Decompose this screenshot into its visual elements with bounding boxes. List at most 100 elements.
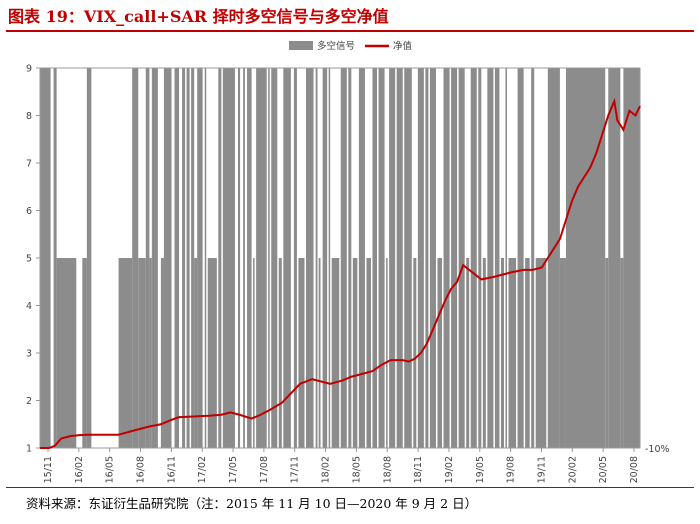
signal-bar xyxy=(417,68,424,448)
x-tick-label: 17/05 xyxy=(228,456,239,483)
signal-bar xyxy=(429,68,436,448)
signal-bar xyxy=(253,258,255,448)
right-axis-label: -10% xyxy=(645,444,670,455)
x-tick-label: 17/02 xyxy=(197,456,208,483)
signal-bar xyxy=(404,68,412,448)
signal-bar xyxy=(40,68,51,448)
signal-bar xyxy=(256,68,267,448)
signal-bar xyxy=(372,68,378,448)
x-tick-label: 17/11 xyxy=(290,456,301,483)
legend-signal-swatch xyxy=(289,41,313,50)
signal-bar xyxy=(443,68,450,448)
signal-bar xyxy=(559,258,566,448)
x-tick-label: 15/11 xyxy=(43,456,54,483)
signal-bar xyxy=(358,68,365,448)
signal-bar xyxy=(207,258,217,448)
source-divider xyxy=(6,487,694,488)
signal-bar xyxy=(243,68,245,448)
signal-bar xyxy=(186,68,190,448)
signal-bar xyxy=(389,68,396,448)
signal-bar xyxy=(174,68,180,448)
signal-bar xyxy=(86,68,92,448)
signal-bar xyxy=(118,258,133,448)
signal-bar xyxy=(525,258,530,448)
nav-line xyxy=(40,97,641,449)
signal-bar xyxy=(318,258,321,448)
x-tick-label: 16/11 xyxy=(166,456,177,483)
x-tick-label: 18/02 xyxy=(321,456,332,483)
signal-bar xyxy=(151,68,158,448)
signal-bar xyxy=(482,258,486,448)
source-note: 资料来源：东证衍生品研究院（注：2015 年 11 月 10 日—2020 年 … xyxy=(26,496,478,511)
signal-bar xyxy=(82,258,87,448)
x-tick-label: 18/11 xyxy=(413,456,424,483)
signal-bar xyxy=(218,68,222,448)
signal-bar xyxy=(163,68,172,448)
signal-bar xyxy=(366,258,371,448)
signal-bar xyxy=(535,258,547,448)
x-tick-label: 20/08 xyxy=(629,456,640,483)
signal-bar xyxy=(53,68,57,448)
x-tick-label: 19/11 xyxy=(536,456,547,483)
signal-bar xyxy=(500,258,504,448)
signal-bar xyxy=(268,68,270,448)
signal-bar xyxy=(620,258,624,448)
signal-bar xyxy=(331,258,340,448)
signal-bar xyxy=(487,68,494,448)
y-tick-label: 7 xyxy=(26,159,32,170)
signal-bar xyxy=(182,68,186,448)
signal-bar xyxy=(191,68,195,448)
signal-bar xyxy=(271,68,278,448)
x-tick-label: 20/02 xyxy=(567,456,578,483)
signal-bar xyxy=(293,68,297,448)
signal-bar xyxy=(494,68,500,448)
x-tick-label: 19/05 xyxy=(475,456,486,483)
x-tick-label: 18/05 xyxy=(351,456,362,483)
signal-bar xyxy=(425,68,429,448)
signal-bar xyxy=(505,68,507,448)
signal-bar xyxy=(222,68,235,448)
signal-bar xyxy=(298,258,305,448)
y-tick-label: 5 xyxy=(26,254,32,265)
x-tick-label: 19/08 xyxy=(506,456,517,483)
signal-bar xyxy=(466,258,470,448)
legend-nav-label: 净值 xyxy=(393,40,413,52)
x-tick-label: 19/02 xyxy=(444,456,455,483)
signal-bar xyxy=(458,68,465,448)
x-tick-label: 20/05 xyxy=(598,456,609,483)
signal-bar xyxy=(451,68,458,448)
signal-bar xyxy=(352,258,358,448)
signal-bar xyxy=(132,68,139,448)
y-tick-label: 1 xyxy=(26,444,32,455)
signal-bar xyxy=(315,68,318,448)
axis-layer: 1 2 3 4 5 6 7 8 9 15/11 16/02 16/05 16/08 16/11 17/02 1… xyxy=(26,64,640,484)
signal-bar xyxy=(237,68,241,448)
y-tick-label: 4 xyxy=(26,301,32,312)
page-title: 图表 19：VIX_call+SAR 择时多空信号与多空净值 xyxy=(8,7,389,26)
signal-bar xyxy=(517,68,524,448)
signal-bar xyxy=(247,68,252,448)
signal-bar xyxy=(305,68,314,448)
signal-bar xyxy=(605,258,609,448)
signal-bar xyxy=(149,258,152,448)
signal-bar xyxy=(547,68,560,448)
signal-bars-layer xyxy=(40,68,640,448)
y-tick-label: 9 xyxy=(26,64,32,75)
y-tick-label: 3 xyxy=(26,349,32,360)
signal-bar xyxy=(204,68,207,448)
x-tick-label: 16/08 xyxy=(136,456,147,483)
x-tick-label: 18/08 xyxy=(382,456,393,483)
y-tick-label: 6 xyxy=(26,206,32,217)
signal-bar xyxy=(322,68,328,448)
y-tick-label: 8 xyxy=(26,111,32,122)
title-divider xyxy=(6,30,694,32)
signal-bar xyxy=(531,68,535,448)
signal-bar xyxy=(145,68,150,448)
signal-bar xyxy=(283,68,291,448)
signal-bar xyxy=(328,68,331,448)
signal-bar xyxy=(194,258,198,448)
x-tick-label: 16/05 xyxy=(105,456,116,483)
signal-bar xyxy=(470,68,477,448)
signal-bar xyxy=(378,68,385,448)
signal-bar xyxy=(348,68,352,448)
